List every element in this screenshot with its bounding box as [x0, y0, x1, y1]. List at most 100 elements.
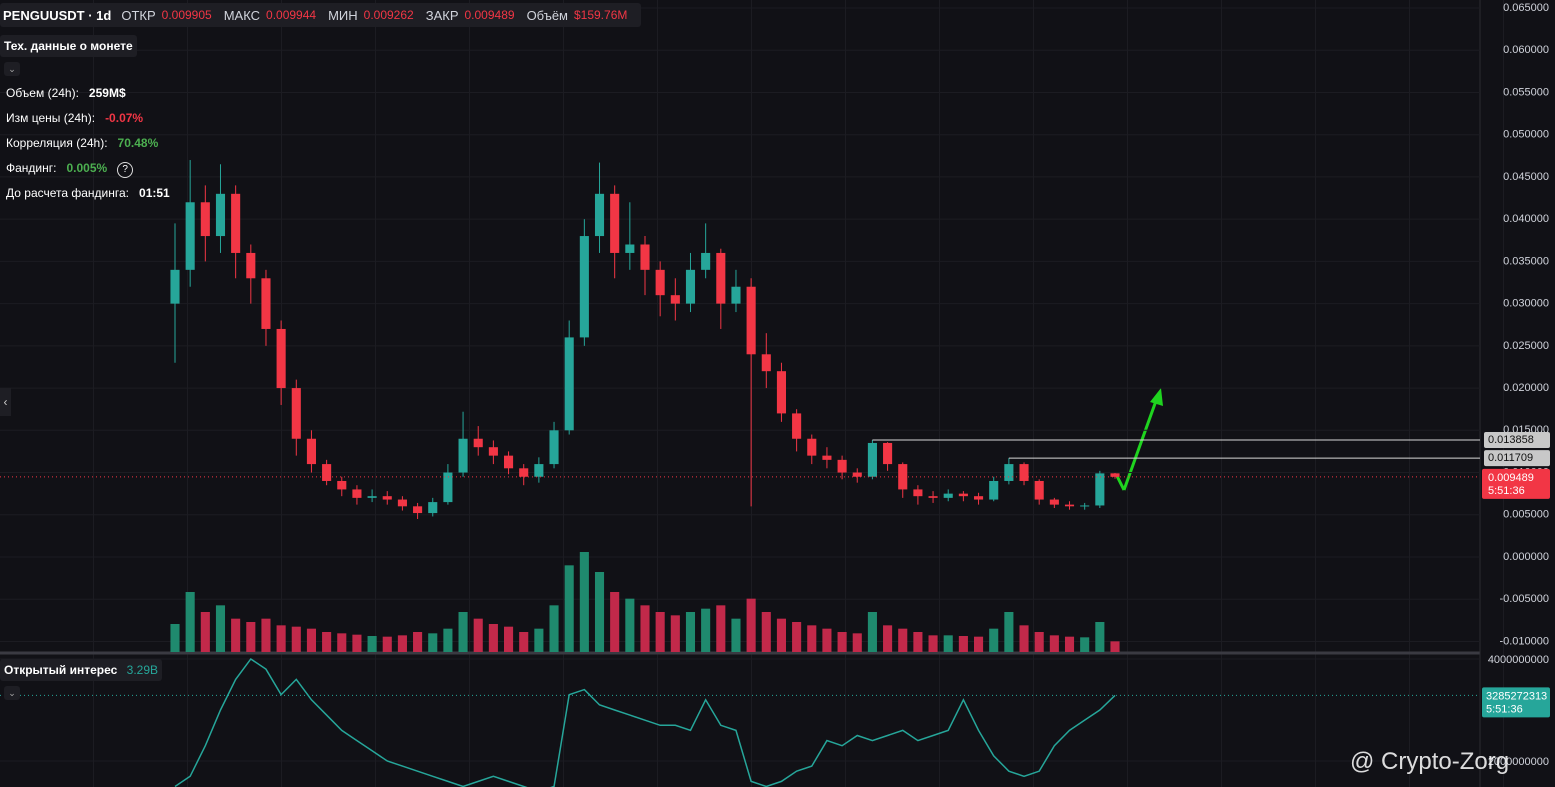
y-tick-label: 0.045000 [1503, 171, 1549, 183]
oi-header[interactable]: Открытый интерес 3.29B [0, 659, 163, 681]
candle-body [701, 252, 711, 270]
info-row: Изм цены (24h): -0.07% [6, 111, 143, 125]
candle-body [655, 269, 665, 296]
volume-bar [685, 612, 696, 652]
candle-body [200, 202, 210, 237]
candle-body [1064, 504, 1075, 507]
info-label: Объем (24h): [6, 86, 79, 100]
volume-bar [837, 632, 847, 652]
timer-label: 5:51:36 [1488, 485, 1525, 497]
candle-body [443, 472, 453, 503]
y-tick-label: 0.025000 [1503, 340, 1549, 352]
volume-bar [1049, 635, 1059, 652]
candle-body [413, 506, 423, 514]
volume-bar [413, 632, 423, 652]
collapse-button[interactable]: ⌄ [4, 62, 20, 76]
oi-value: 3.29B [126, 663, 159, 677]
candle-body [1034, 480, 1044, 500]
volume-bar [1064, 636, 1075, 652]
candle-body [473, 438, 483, 448]
arrow [1122, 397, 1159, 491]
candle-body [1095, 473, 1105, 506]
volume-bar [473, 618, 483, 652]
candle-body [943, 493, 953, 498]
volume-bar [367, 636, 377, 652]
volume-bar [261, 618, 271, 652]
volume-bar [852, 633, 862, 652]
volume-bar [519, 632, 529, 652]
help-icon[interactable]: ? [117, 162, 134, 178]
volume-bar [322, 632, 332, 652]
low-label: МИН [328, 7, 358, 23]
oi-last-label: 3285272313 [1486, 690, 1547, 702]
indicator-title[interactable]: Тех. данные о монете [0, 35, 137, 57]
candle-body [322, 464, 332, 481]
y-tick-label: -0.010000 [1499, 635, 1549, 647]
candle-body [974, 496, 984, 500]
volume-bar [215, 605, 226, 652]
volume-bar [928, 635, 938, 652]
volume-bar [534, 628, 544, 652]
volume-bar [974, 636, 984, 652]
last-price-tag [1482, 468, 1550, 499]
volume-bar [943, 635, 953, 652]
volume-bar [655, 612, 665, 652]
candle-body [246, 252, 256, 279]
volume-bar [276, 625, 286, 652]
watermark: @ Crypto-Zorg [1350, 748, 1510, 775]
y-tick-label: 0.035000 [1503, 255, 1549, 267]
y-tick-label: 0.040000 [1503, 213, 1549, 225]
info-value: 70.48% [117, 136, 159, 150]
volume-bar [504, 626, 514, 652]
volume-bar [1110, 641, 1120, 652]
volume-bar [822, 628, 832, 652]
candle-body [170, 269, 180, 304]
info-value: 259M$ [88, 86, 126, 100]
volume-bar [746, 598, 756, 652]
candle-body [761, 354, 771, 372]
candle-body [716, 252, 726, 304]
volume-bar [382, 636, 392, 652]
volume-bar [291, 626, 301, 652]
volume-bar [792, 622, 802, 652]
volume-bar [716, 605, 726, 652]
volume-bar [458, 612, 468, 652]
candle-body [685, 269, 696, 304]
candle-body [564, 337, 574, 431]
info-label: Корреляция (24h): [6, 136, 108, 150]
candle-body [534, 464, 544, 477]
low-value: 0.009262 [363, 8, 414, 22]
candle-body [261, 278, 271, 329]
y-tick-label: 0.055000 [1503, 86, 1549, 98]
volume-bar [594, 572, 605, 652]
candle-body [428, 502, 438, 514]
candle-body [913, 489, 923, 497]
info-label: Изм цены (24h): [6, 111, 96, 125]
candle-body [822, 455, 832, 460]
level-tag [1484, 431, 1550, 448]
symbol: PENGUUSDT · 1d [3, 7, 112, 23]
candle-body [852, 472, 862, 477]
side-tab[interactable]: ‹ [0, 388, 11, 416]
candle-body [488, 447, 498, 456]
candle-body [1019, 464, 1029, 481]
y-tick-label: 0.030000 [1503, 298, 1549, 310]
collapse-button[interactable]: ⌄ [4, 686, 20, 700]
high-label: МАКС [223, 7, 261, 23]
last-price-label: 0.009489 [1488, 472, 1534, 484]
volume-bar [958, 636, 968, 652]
candle-body [898, 464, 908, 490]
info-row: Фандинг: 0.005%? [6, 161, 134, 178]
info-row: До расчета фандинга: 01:51 [6, 186, 170, 200]
candle-body [1080, 505, 1090, 507]
volume-bar [640, 605, 650, 652]
y-tick-label: 0.005000 [1503, 509, 1549, 521]
volume-bar [352, 634, 362, 652]
oi-line [174, 657, 1116, 787]
volume-bar [231, 618, 241, 652]
candle-body [867, 442, 877, 477]
info-value: 0.005% [66, 161, 108, 175]
candle-body [185, 202, 195, 270]
open-value: 0.009905 [161, 8, 212, 22]
